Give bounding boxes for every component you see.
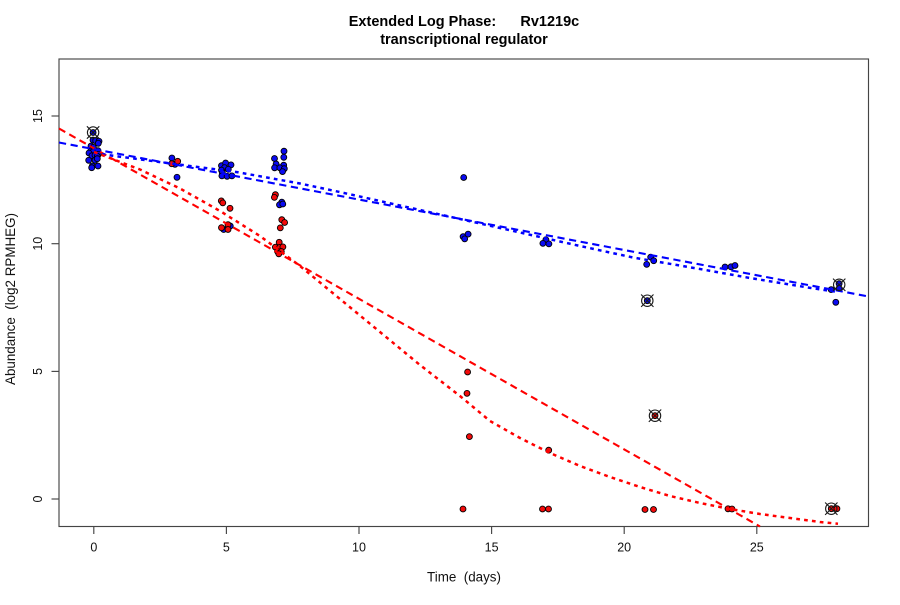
svg-text:5: 5 [31, 368, 45, 375]
svg-text:Abundance (log2 RPMHEG): Abundance (log2 RPMHEG) [3, 213, 18, 385]
svg-text:15: 15 [31, 109, 45, 123]
svg-text:10: 10 [352, 541, 366, 555]
svg-text:5: 5 [223, 541, 230, 555]
svg-text:20: 20 [617, 541, 631, 555]
svg-text:0: 0 [90, 541, 97, 555]
svg-text:0: 0 [31, 495, 45, 502]
svg-text:Time (days): Time (days) [427, 570, 501, 585]
svg-text:Extended Log Phase: Rv121: Extended Log Phase: Rv1219c [349, 14, 579, 30]
svg-text:25: 25 [750, 541, 764, 555]
svg-text:15: 15 [485, 541, 499, 555]
svg-text:transcriptional regulator: transcriptional regulator [380, 32, 548, 48]
svg-text:10: 10 [31, 237, 45, 251]
